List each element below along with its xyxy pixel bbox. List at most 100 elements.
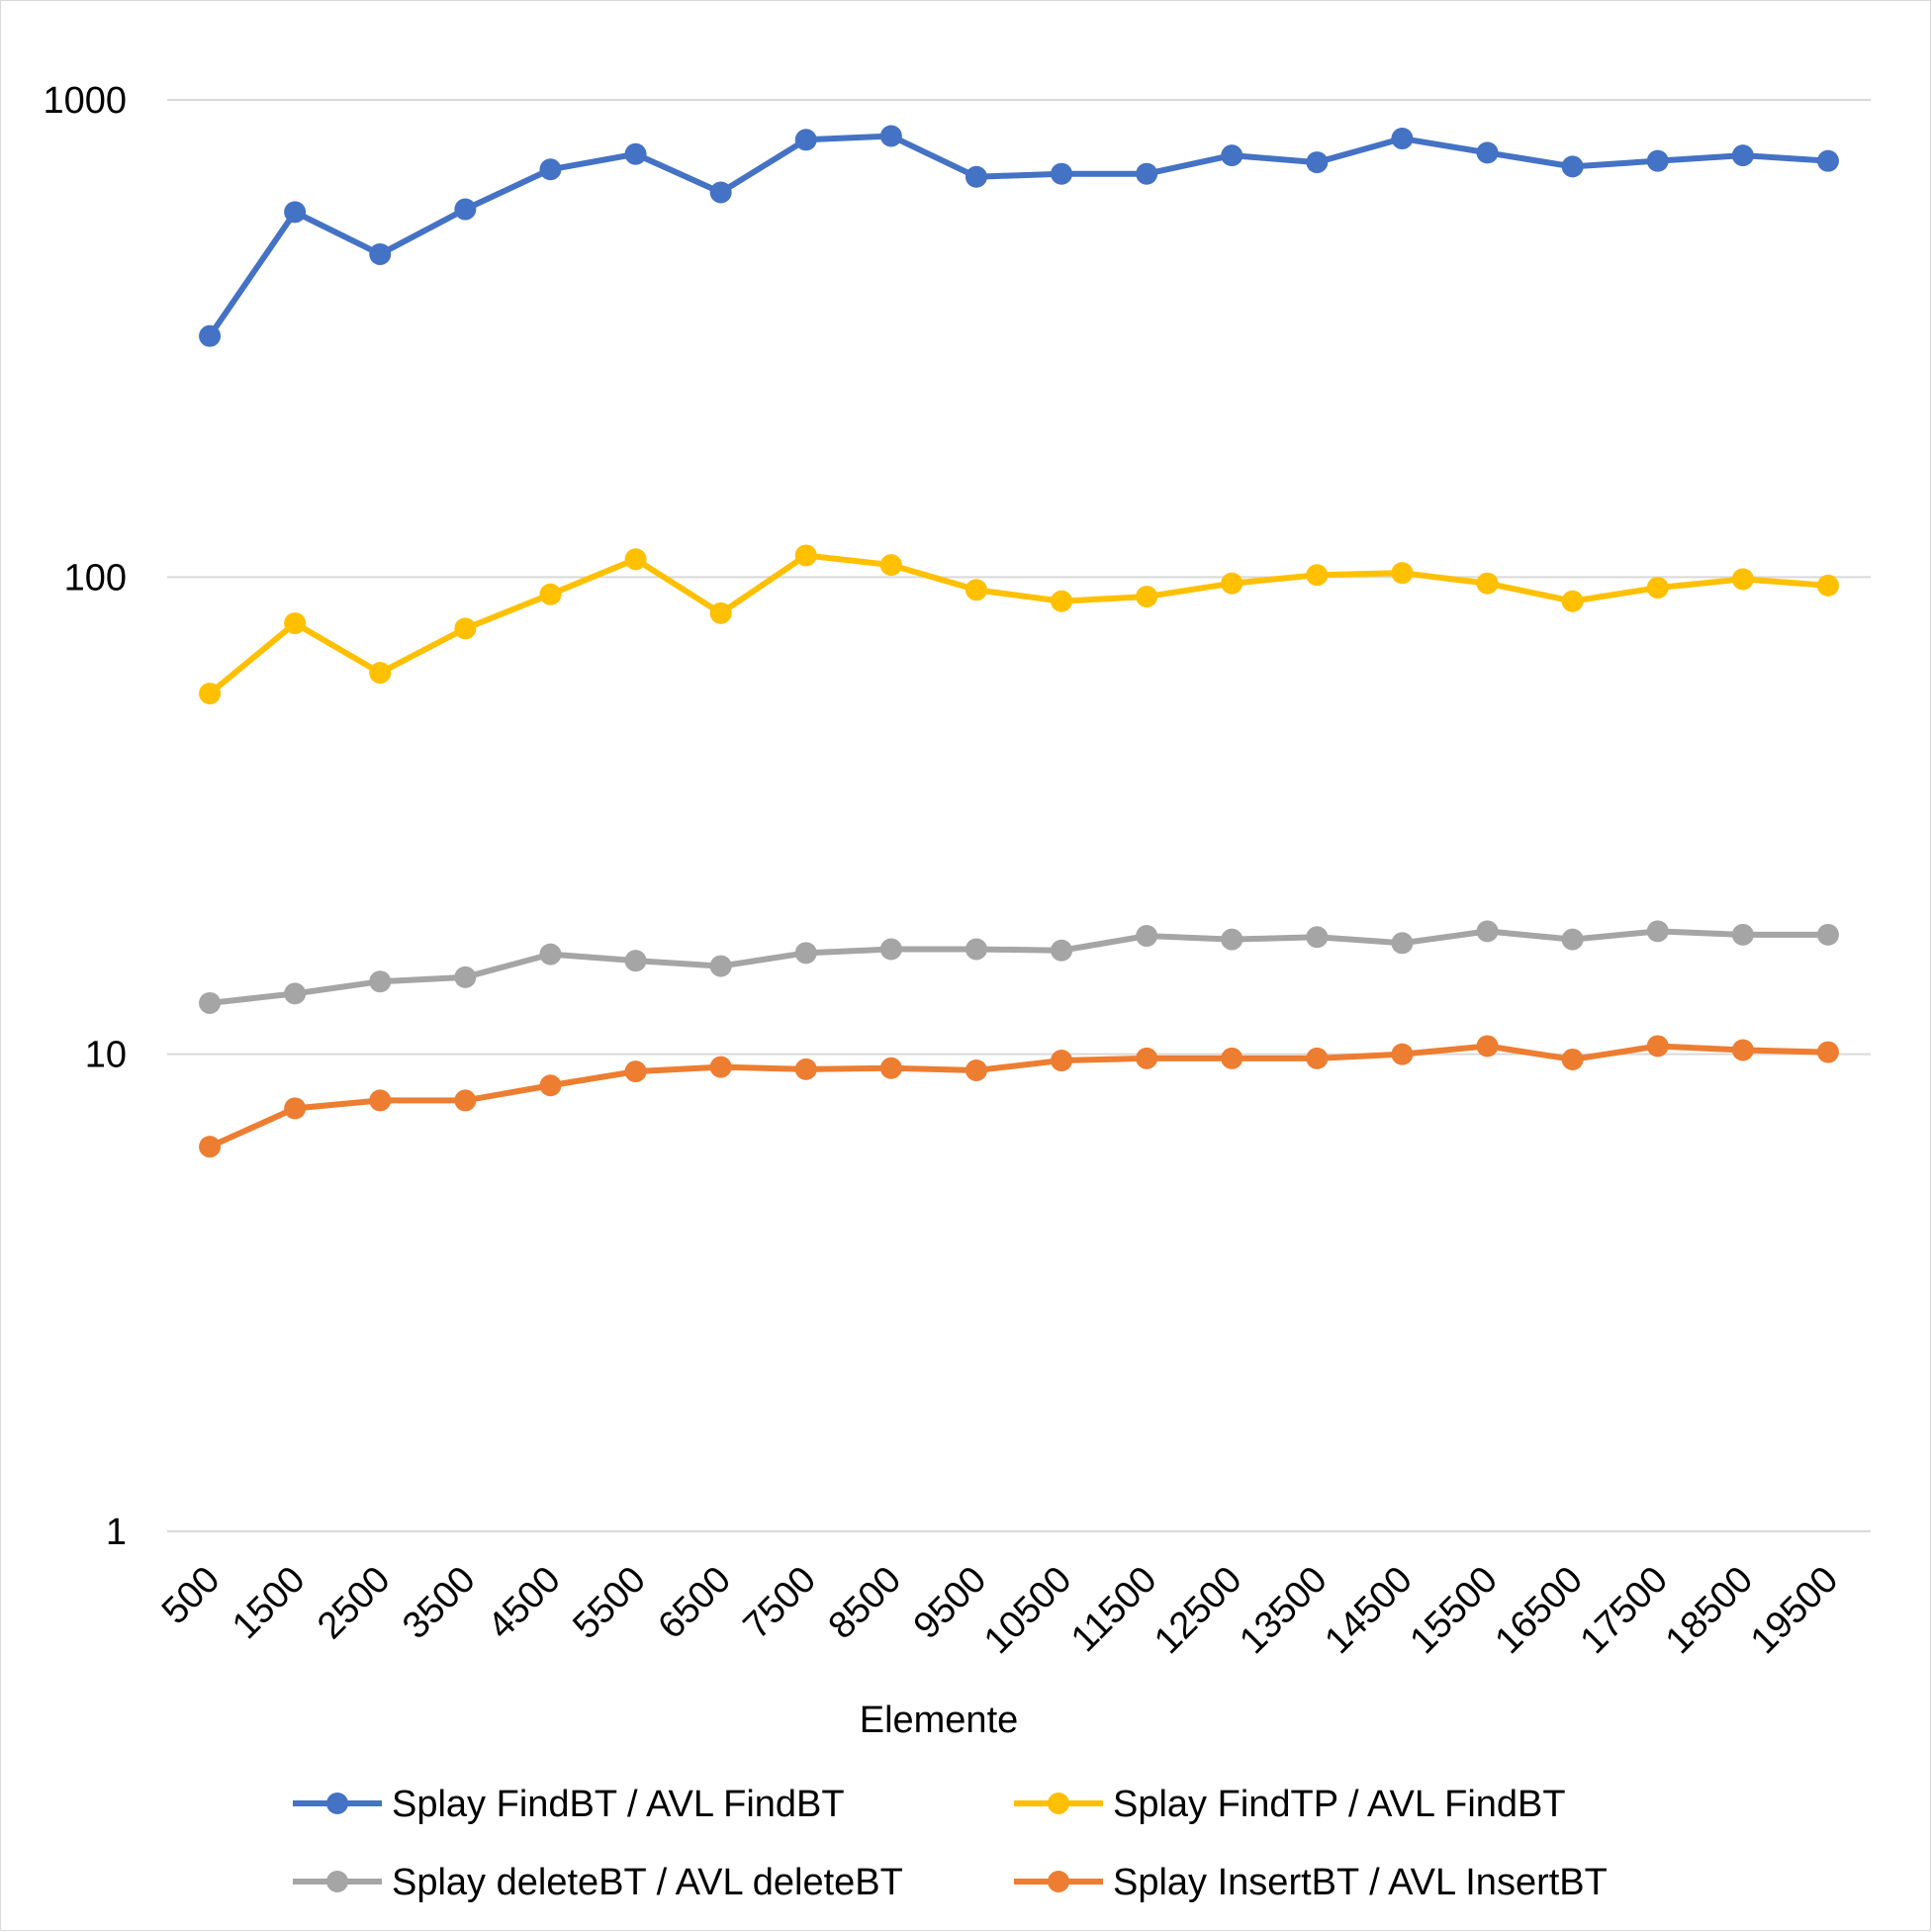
data-point	[1136, 925, 1158, 948]
data-point	[1476, 920, 1499, 943]
data-point	[1561, 928, 1584, 951]
data-point	[1051, 590, 1073, 612]
data-point	[284, 201, 307, 224]
data-point	[1646, 577, 1669, 599]
data-point	[624, 950, 647, 972]
data-point	[1306, 1047, 1329, 1069]
y-tick-label: 1	[106, 1512, 127, 1553]
data-point	[1221, 572, 1243, 595]
data-point	[1306, 151, 1329, 174]
data-point	[1221, 144, 1243, 167]
x-tick-label: 11500	[1063, 1559, 1164, 1660]
data-point	[1561, 155, 1584, 178]
data-point	[794, 129, 817, 151]
data-point	[879, 125, 902, 147]
y-tick-label: 10	[85, 1035, 127, 1076]
legend-item: Splay deleteBT / AVL deleteBT	[293, 1862, 903, 1903]
y-axis-tick-labels: 1 10 100 1000	[43, 80, 127, 1553]
x-tick-label: 19500	[1743, 1559, 1846, 1662]
legend-swatch-marker	[1048, 1793, 1069, 1814]
series	[199, 544, 1839, 705]
data-point	[1391, 562, 1414, 585]
data-point	[1731, 144, 1754, 167]
data-point	[369, 662, 392, 685]
data-point	[199, 324, 222, 347]
legend-label: Splay InsertBT / AVL InsertBT	[1113, 1862, 1608, 1903]
x-tick-label: 2500	[310, 1559, 398, 1647]
data-point	[1051, 939, 1073, 962]
x-tick-label: 8500	[821, 1559, 909, 1647]
legend-item: Splay FindBT / AVL FindBT	[293, 1784, 845, 1825]
data-point	[1476, 141, 1499, 164]
legend-swatch-marker	[1048, 1871, 1069, 1892]
data-point	[879, 1057, 902, 1079]
data-point	[369, 242, 392, 265]
series	[199, 920, 1839, 1014]
data-point	[369, 970, 392, 993]
data-point	[539, 943, 562, 966]
data-point	[1306, 926, 1329, 949]
x-tick-label: 16500	[1488, 1559, 1591, 1662]
data-point	[1816, 149, 1839, 172]
x-axis-tick-labels: 5001500250035004500550065007500850095001…	[154, 1559, 1846, 1662]
data-point	[1561, 1048, 1584, 1070]
data-point	[1221, 1047, 1243, 1069]
data-point	[1391, 128, 1414, 150]
data-point	[1051, 1050, 1073, 1072]
legend-label: Splay deleteBT / AVL deleteBT	[392, 1862, 903, 1903]
data-point	[539, 583, 562, 605]
data-point	[454, 617, 477, 640]
data-point	[1306, 564, 1329, 587]
data-point	[794, 942, 817, 965]
data-point	[199, 683, 222, 705]
series	[199, 1035, 1839, 1158]
y-tick-label: 100	[64, 557, 127, 598]
data-point	[1816, 574, 1839, 597]
data-point	[1646, 920, 1669, 943]
data-point	[624, 1060, 647, 1083]
data-point	[454, 966, 477, 988]
series-layer	[199, 125, 1839, 1158]
data-point	[454, 1089, 477, 1112]
legend: Splay FindBT / AVL FindBT Splay FindTP / …	[293, 1784, 1608, 1903]
data-point	[369, 1089, 392, 1112]
x-tick-label: 13500	[1232, 1559, 1334, 1662]
data-point	[539, 158, 562, 181]
legend-swatch-marker	[326, 1871, 348, 1892]
data-point	[199, 991, 222, 1014]
data-point	[1646, 1035, 1669, 1058]
data-point	[1391, 1043, 1414, 1065]
data-point	[879, 554, 902, 577]
data-point	[624, 548, 647, 571]
x-tick-label: 10500	[976, 1559, 1079, 1662]
data-point	[1731, 1039, 1754, 1061]
legend-label: Splay FindTP / AVL FindBT	[1113, 1784, 1566, 1825]
data-point	[284, 612, 307, 635]
series-line	[207, 1043, 1831, 1150]
data-point	[1816, 923, 1839, 946]
data-point	[199, 1136, 222, 1158]
data-point	[1476, 1035, 1499, 1058]
legend-swatch-marker	[326, 1793, 348, 1814]
data-point	[454, 198, 477, 221]
data-point	[965, 938, 987, 961]
data-point	[794, 544, 817, 567]
x-tick-label: 6500	[651, 1559, 739, 1647]
data-point	[284, 1097, 307, 1120]
legend-item: Splay InsertBT / AVL InsertBT	[1014, 1862, 1608, 1903]
series-line	[207, 928, 1831, 1006]
data-point	[709, 601, 732, 624]
data-point	[965, 1058, 987, 1081]
data-point	[1816, 1041, 1839, 1063]
data-point	[1136, 162, 1158, 185]
data-point	[1221, 928, 1243, 951]
data-point	[709, 1056, 732, 1078]
series-line	[207, 133, 1831, 339]
legend-label: Splay FindBT / AVL FindBT	[392, 1784, 845, 1825]
series	[199, 125, 1839, 347]
x-tick-label: 5500	[565, 1559, 653, 1647]
data-point	[1051, 162, 1073, 185]
x-tick-label: 4500	[480, 1559, 568, 1647]
